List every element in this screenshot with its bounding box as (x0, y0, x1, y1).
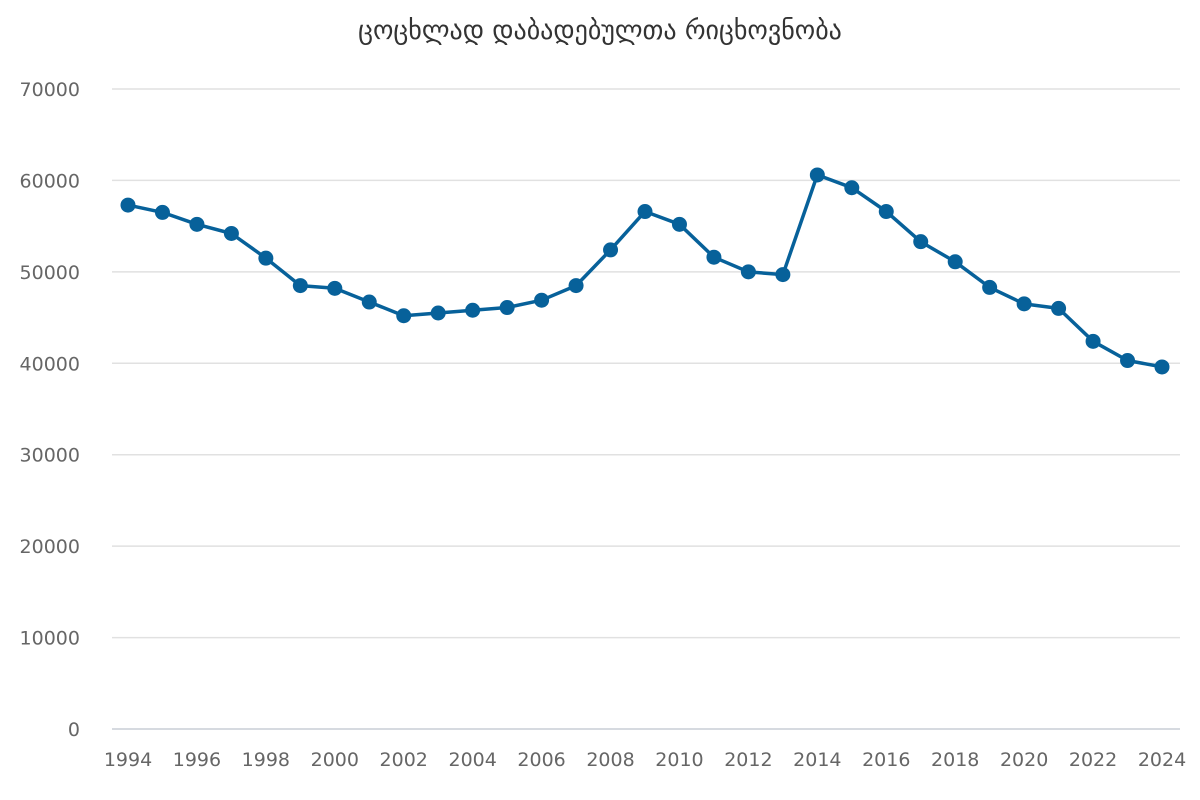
data-point[interactable] (775, 267, 791, 283)
y-tick-label: 50000 (20, 262, 80, 284)
data-point[interactable] (637, 204, 653, 220)
data-point[interactable] (1085, 333, 1101, 349)
x-tick-label: 2020 (1000, 749, 1048, 771)
data-point[interactable] (189, 216, 205, 232)
x-tick-label: 2002 (380, 749, 428, 771)
x-tick-label: 2000 (311, 749, 359, 771)
data-point[interactable] (878, 204, 894, 220)
y-tick-label: 40000 (20, 353, 80, 375)
x-tick-label: 2024 (1138, 749, 1186, 771)
data-point[interactable] (154, 204, 170, 220)
data-point[interactable] (430, 305, 446, 321)
data-point[interactable] (603, 242, 619, 258)
x-tick-label: 2014 (793, 749, 841, 771)
data-point[interactable] (499, 300, 515, 316)
data-point[interactable] (258, 250, 274, 266)
data-point[interactable] (671, 216, 687, 232)
y-tick-label: 20000 (20, 536, 80, 558)
data-point[interactable] (361, 294, 377, 310)
y-tick-label: 10000 (20, 628, 80, 650)
x-tick-label: 2004 (448, 749, 496, 771)
data-point[interactable] (465, 302, 481, 318)
x-tick-label: 2006 (517, 749, 565, 771)
data-point[interactable] (568, 278, 584, 294)
x-tick-label: 1998 (242, 749, 290, 771)
x-axis-ticks: 1994 1996 1998 2000 2002 2004 2006 2008 2010 2012… (104, 749, 1186, 771)
x-tick-label: 2018 (931, 749, 979, 771)
data-point[interactable] (913, 234, 929, 250)
series-layer (120, 167, 1170, 375)
x-tick-label: 2022 (1069, 749, 1117, 771)
data-point[interactable] (327, 280, 343, 296)
data-point[interactable] (809, 167, 825, 183)
x-tick-label: 2008 (586, 749, 634, 771)
grid-lines (112, 88, 1180, 730)
data-point[interactable] (1120, 353, 1136, 369)
y-tick-label: 70000 (20, 79, 80, 101)
data-point[interactable] (534, 292, 550, 308)
data-point[interactable] (982, 279, 998, 295)
y-tick-label: 30000 (20, 445, 80, 467)
x-tick-label: 1996 (173, 749, 221, 771)
data-point[interactable] (1051, 300, 1067, 316)
x-tick-label: 2012 (724, 749, 772, 771)
x-tick-label: 2010 (655, 749, 703, 771)
data-point[interactable] (1016, 296, 1032, 312)
series-line (126, 173, 1164, 369)
x-tick-label: 2016 (862, 749, 910, 771)
y-axis-ticks: 0 10000 20000 30000 40000 50000 60000 70000 (20, 79, 80, 741)
data-point[interactable] (292, 278, 308, 294)
chart-title: ცოცხლად დაბადებულთა რიცხოვნობა (358, 16, 842, 46)
data-point[interactable] (706, 249, 722, 265)
data-point[interactable] (947, 254, 963, 270)
x-tick-label: 1994 (104, 749, 152, 771)
data-point[interactable] (740, 264, 756, 280)
y-tick-label: 0 (68, 719, 80, 741)
data-point[interactable] (844, 180, 860, 196)
y-tick-label: 60000 (20, 170, 80, 192)
data-point[interactable] (1154, 359, 1170, 375)
data-point[interactable] (223, 225, 239, 241)
data-point[interactable] (396, 308, 412, 324)
data-point[interactable] (120, 197, 136, 213)
